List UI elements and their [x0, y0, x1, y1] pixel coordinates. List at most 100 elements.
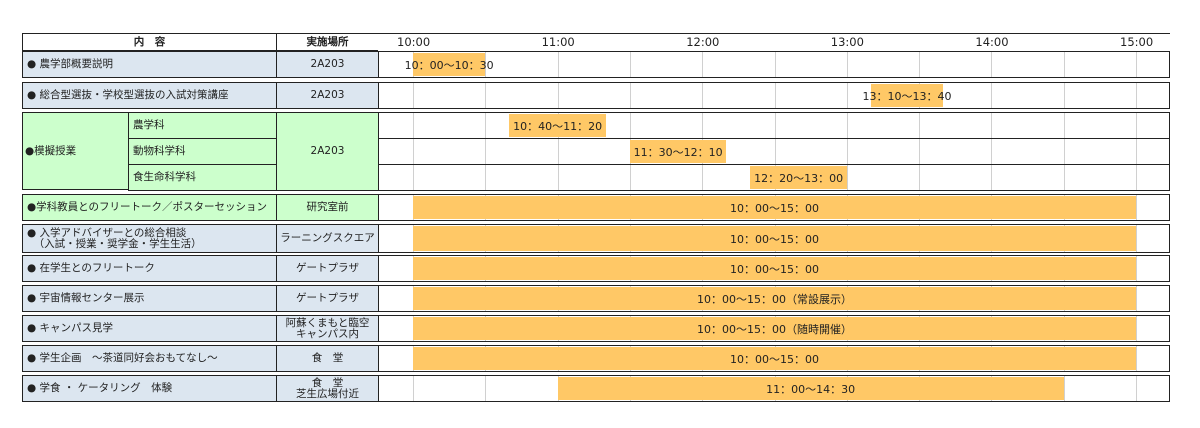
gridline	[1063, 139, 1065, 164]
gridline	[1136, 83, 1137, 108]
gridline	[1136, 165, 1137, 190]
gridline	[1136, 195, 1137, 220]
timeline-row: 10：00～10：30	[378, 51, 1170, 78]
gridline	[991, 139, 993, 164]
gridline	[557, 165, 559, 190]
gridline	[413, 83, 414, 108]
gridline	[919, 113, 921, 138]
gridline	[629, 52, 631, 77]
gridline	[846, 139, 848, 164]
time-label-12:00: 12:00	[686, 35, 720, 49]
row-title: ● キャンパス見学	[22, 315, 277, 342]
gridline	[1063, 52, 1065, 77]
gridline	[413, 165, 414, 190]
gridline	[1136, 52, 1137, 77]
timeline-row: 11：00～14：30	[378, 375, 1170, 402]
gridline	[1063, 113, 1065, 138]
row-title: ● 総合型選抜・学校型選抜の入試対策講座	[22, 82, 277, 109]
gridline	[991, 165, 993, 190]
time-label-11:00: 11:00	[541, 35, 575, 49]
gridline	[846, 165, 848, 190]
time-label-13:00: 13:00	[830, 35, 864, 49]
row-title: ● 学食 ・ ケータリング 体験	[22, 375, 277, 402]
time-label-10:00: 10:00	[397, 35, 431, 49]
gridline	[991, 52, 993, 77]
gridline	[485, 165, 487, 190]
gridline	[1136, 376, 1137, 401]
time-label-15:00: 15:00	[1120, 35, 1154, 49]
gridline	[1136, 113, 1137, 138]
row-title: ●模擬授業	[22, 112, 129, 190]
gridline	[1063, 165, 1065, 190]
gridline	[702, 83, 704, 108]
gridline	[1136, 286, 1137, 311]
time-bar: 10：00～10：30	[405, 53, 494, 76]
row-location: 食 堂	[276, 345, 379, 372]
gridline	[629, 113, 631, 138]
timeline-row: 12：20～13：00	[378, 164, 1170, 191]
gridline	[702, 113, 704, 138]
subrow-label: 動物科学科	[128, 138, 277, 165]
time-bar: 10：00～15：00（随時開催）	[413, 317, 1136, 340]
row-location: 2A203	[276, 82, 379, 109]
timeline-row: 10：40～11：20	[378, 112, 1170, 139]
gridline	[1063, 83, 1065, 108]
row-location: 2A203	[276, 112, 379, 191]
gridline	[1136, 316, 1137, 341]
row-location: ゲートプラザ	[276, 285, 379, 312]
gridline	[413, 376, 414, 401]
gridline	[1136, 225, 1137, 252]
time-bar: 11：30～12：10	[629, 140, 727, 163]
gridline	[1063, 376, 1065, 401]
gridline	[919, 165, 921, 190]
row-location: 食 堂 芝生広場付近	[276, 375, 379, 402]
time-bar: 11：00～14：30	[557, 377, 1064, 400]
gridline	[485, 139, 487, 164]
gridline	[702, 165, 704, 190]
gridline	[1136, 346, 1137, 371]
time-label-14:00: 14:00	[975, 35, 1009, 49]
subrow-label: 食生命科学科	[128, 164, 277, 191]
gridline	[774, 83, 776, 108]
time-bar: 12：20～13：00	[750, 166, 847, 189]
gridline	[413, 113, 414, 138]
header-content: 内 容	[22, 33, 277, 51]
row-title: ● 宇宙情報センター展示	[22, 285, 277, 312]
row-title: ● 学生企画 ～茶道同好会おもてなし～	[22, 345, 277, 372]
gridline	[557, 139, 559, 164]
row-location: 阿蘇くまもと臨空 キャンパス内	[276, 315, 379, 342]
gridline	[1136, 139, 1137, 164]
header-location: 実施場所	[276, 33, 379, 51]
gridline	[629, 83, 631, 108]
gridline	[991, 83, 993, 108]
gridline	[774, 139, 776, 164]
row-title: ● 農学部概要説明	[22, 51, 277, 78]
time-bar: 10：00～15：00	[413, 347, 1136, 370]
gridline	[919, 139, 921, 164]
row-title: ●学科教員とのフリートーク／ポスターセッション	[22, 194, 277, 221]
time-bar: 10：40～11：20	[509, 114, 606, 137]
time-bar: 10：00～15：00	[413, 226, 1136, 251]
timeline-row: 11：30～12：10	[378, 138, 1170, 165]
gridline	[774, 52, 776, 77]
gridline	[485, 113, 487, 138]
gridline	[702, 52, 704, 77]
timeline-row: 10：00～15：00	[378, 224, 1170, 253]
timeline-row: 13：10～13：40	[378, 82, 1170, 109]
gridline	[557, 52, 559, 77]
timeline-row: 10：00～15：00	[378, 255, 1170, 282]
time-bar: 10：00～15：00（常設展示）	[413, 287, 1136, 310]
row-location: 2A203	[276, 51, 379, 78]
time-bar: 13：10～13：40	[863, 84, 952, 107]
gridline	[846, 52, 848, 77]
gridline	[485, 376, 487, 401]
gridline	[485, 83, 487, 108]
timeline-row: 10：00～15：00	[378, 194, 1170, 221]
time-bar: 10：00～15：00	[413, 196, 1136, 219]
gridline	[991, 113, 993, 138]
row-location: ゲートプラザ	[276, 255, 379, 282]
timeline-row: 10：00～15：00（随時開催）	[378, 315, 1170, 342]
subrow-label: 農学科	[128, 112, 277, 139]
gridline	[846, 113, 848, 138]
